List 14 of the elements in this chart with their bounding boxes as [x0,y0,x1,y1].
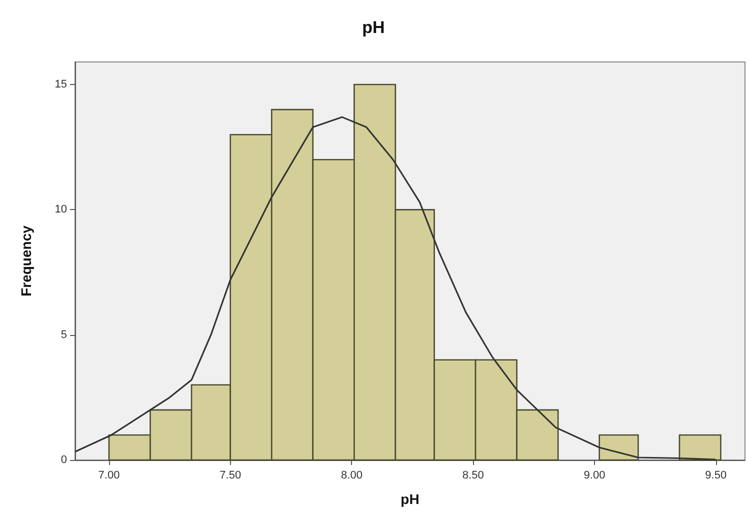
x-tick-label: 8.00 [341,470,362,482]
x-axis-title: pH [400,491,420,507]
chart-title: pH [362,18,385,37]
y-tick-label: 5 [60,328,67,341]
y-tick-label: 10 [54,204,67,216]
y-tick-label: 0 [60,454,67,466]
y-axis-title: Frequency [18,225,34,296]
x-tick-label: 8.50 [462,470,484,482]
y-tick-label: 15 [54,78,67,91]
x-tick-label: 9.50 [705,470,727,482]
x-tick-label: 9.00 [584,470,606,482]
x-tick-label: 7.00 [98,470,120,482]
line-series [74,116,717,460]
x-tick-label: 7.50 [220,470,242,482]
